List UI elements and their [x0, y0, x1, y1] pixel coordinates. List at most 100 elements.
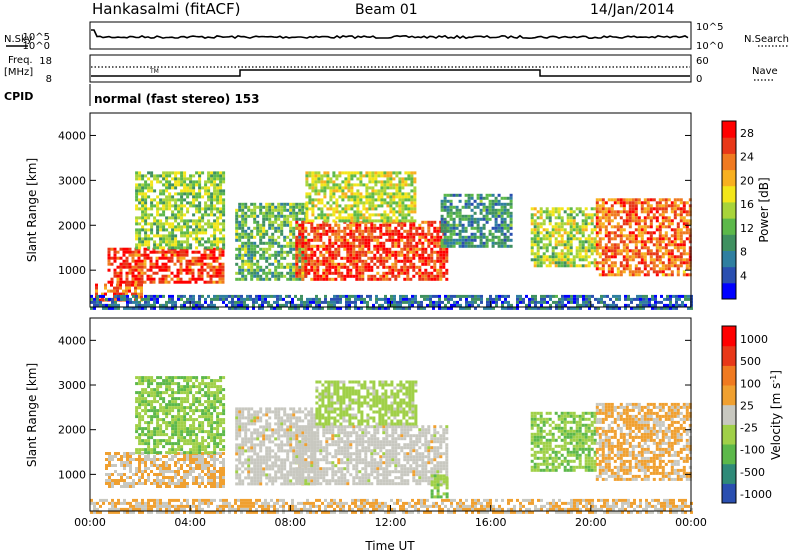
heatmap-cell [377, 198, 381, 202]
heatmap-cell [479, 211, 483, 215]
heatmap-cell [533, 213, 537, 217]
heatmap-cell [382, 271, 386, 275]
heatmap-cell [476, 202, 480, 206]
heatmap-cell [560, 261, 564, 265]
heatmap-cell [222, 467, 225, 470]
heatmap-cell [610, 255, 614, 259]
heatmap-cell [316, 223, 320, 227]
heatmap-cell [643, 198, 647, 202]
heatmap-cell [357, 294, 360, 298]
heatmap-cell [314, 198, 318, 202]
heatmap-cell [664, 249, 668, 253]
heatmap-cell [421, 232, 425, 236]
heatmap-cell [305, 216, 309, 220]
heatmap-cell [265, 259, 269, 263]
heatmap-cell [213, 225, 217, 229]
heatmap-cell [292, 202, 296, 206]
heatmap-cell [373, 253, 377, 257]
heatmap-cell [643, 252, 647, 256]
heatmap-cell [423, 306, 426, 310]
heatmap-cell [560, 237, 564, 241]
heatmap-cell [253, 217, 257, 221]
heatmap-cell [207, 306, 210, 310]
heatmap-cell [138, 243, 142, 247]
heatmap-cell [679, 234, 683, 238]
heatmap-cell [256, 226, 260, 230]
heatmap-cell [271, 214, 275, 218]
heatmap-cell [325, 256, 329, 260]
heatmap-cell [587, 216, 591, 220]
heatmap-cell [135, 427, 139, 431]
heatmap-cell [497, 241, 501, 245]
heatmap-cell [664, 210, 668, 214]
heatmap-cell [545, 249, 549, 253]
heatmap-cell [371, 180, 375, 184]
heatmap-cell [147, 467, 150, 470]
heatmap-cell [122, 280, 126, 284]
heatmap-cell [582, 300, 585, 304]
heatmap-cell [433, 277, 437, 281]
heatmap-cell [105, 297, 108, 301]
heatmap-cell [545, 213, 549, 217]
heatmap-cell [643, 243, 647, 247]
heatmap-cell [295, 214, 299, 218]
heatmap-cell [355, 253, 359, 257]
heatmap-cell [330, 306, 333, 310]
heatmap-cell [688, 210, 692, 214]
heatmap-cell [241, 268, 245, 272]
heatmap-cell [612, 294, 615, 298]
heatmap-cell [159, 240, 163, 244]
heatmap-cell [365, 219, 369, 223]
heatmap-cell [277, 211, 281, 215]
heatmap-cell [168, 201, 172, 205]
heatmap-cell [446, 229, 450, 233]
heatmap-cell [314, 192, 318, 196]
heatmap-cell [333, 294, 336, 298]
heatmap-cell [370, 259, 374, 263]
heatmap-cell [398, 180, 402, 184]
heatmap-cell [446, 208, 450, 212]
heatmap-cell [435, 294, 438, 298]
heatmap-cell [548, 255, 552, 259]
heatmap-cell [162, 222, 166, 226]
heatmap-cell [325, 247, 329, 251]
heatmap-cell [276, 303, 279, 307]
heatmap-cell [406, 274, 410, 278]
heatmap-cell [676, 267, 680, 271]
heatmap-cell [652, 237, 656, 241]
heatmap-cell [185, 271, 189, 275]
heatmap-cell [471, 300, 474, 304]
heatmap-cell [564, 303, 567, 307]
heatmap-cell [222, 207, 226, 211]
heatmap-cell [298, 241, 302, 245]
heatmap-cell [664, 252, 668, 256]
heatmap-cell [210, 306, 213, 310]
heatmap-cell [370, 229, 374, 233]
heatmap-cell [685, 210, 689, 214]
heatmap-cell [491, 199, 495, 203]
heatmap-cell [494, 211, 498, 215]
heatmap-cell [268, 271, 272, 275]
heatmap-cell [313, 274, 317, 278]
heatmap-cell [467, 244, 471, 248]
heatmap-cell [625, 201, 629, 205]
heatmap-cell [409, 238, 413, 242]
heatmap-cell [473, 220, 477, 224]
heatmap-cell [640, 231, 644, 235]
heatmap-cell [192, 297, 195, 301]
heatmap-cell [201, 195, 205, 199]
heatmap-cell [180, 195, 184, 199]
heatmap-cell [542, 243, 546, 247]
heatmap-cell [105, 479, 108, 482]
heatmap-cell [579, 294, 582, 298]
heatmap-cell [328, 238, 332, 242]
heatmap-cell [373, 277, 377, 281]
heatmap-cell [165, 180, 169, 184]
heatmap-cell [566, 216, 570, 220]
heatmap-cell [399, 297, 402, 301]
heatmap-cell [144, 455, 147, 458]
heatmap-cell [198, 195, 202, 199]
heatmap-cell [210, 303, 213, 307]
heatmap-cell [180, 485, 183, 488]
heatmap-cell [131, 268, 135, 272]
